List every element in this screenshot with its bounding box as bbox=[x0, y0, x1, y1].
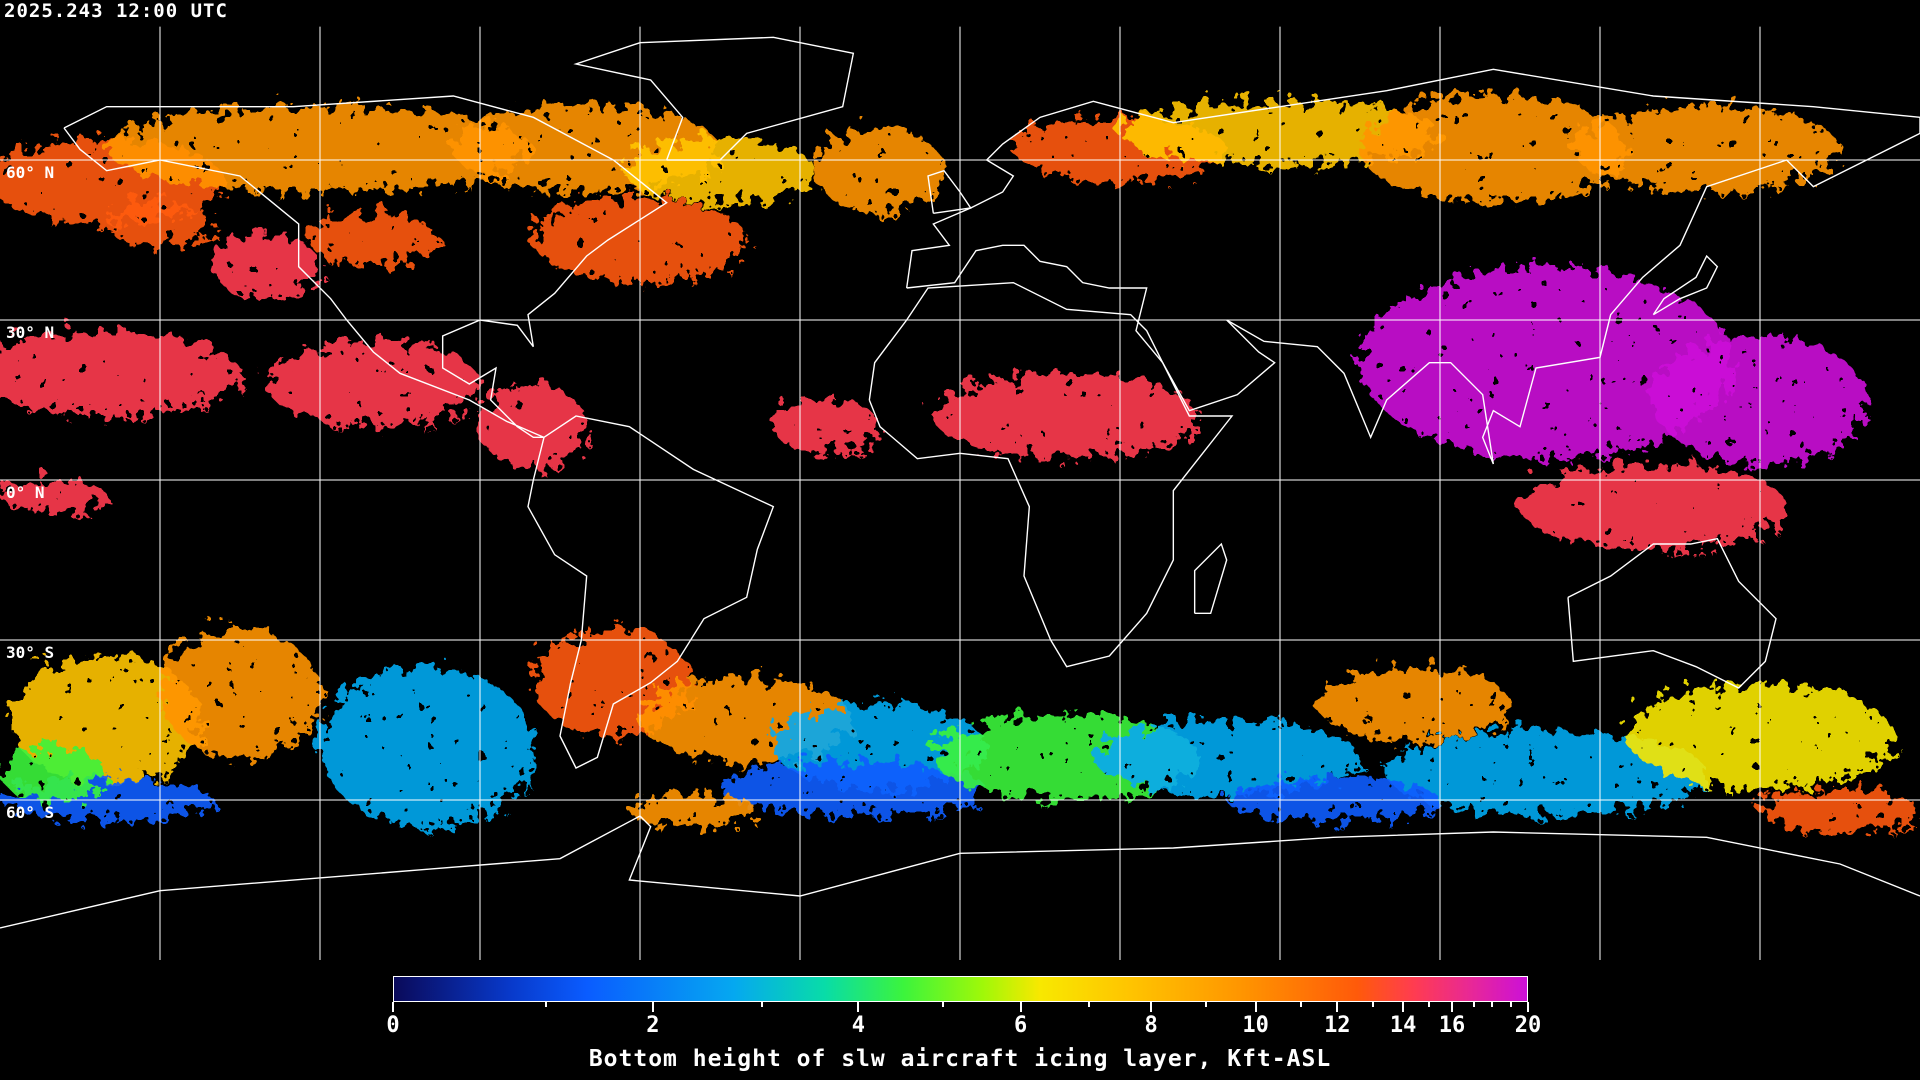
lat-label-30s: 30° S bbox=[6, 643, 55, 662]
icing-region bbox=[213, 234, 320, 299]
major-tick bbox=[392, 1002, 394, 1012]
major-tick bbox=[651, 1002, 654, 1012]
icing-region bbox=[0, 330, 240, 416]
icing-region bbox=[624, 138, 816, 203]
icing-region bbox=[1317, 666, 1510, 742]
icing-region bbox=[1520, 464, 1787, 550]
coastline-greenland bbox=[573, 36, 855, 161]
colorbar-tick-label: 10 bbox=[1242, 1013, 1269, 1038]
colorbar-tick-label: 16 bbox=[1438, 1013, 1466, 1038]
minor-tick bbox=[1371, 1002, 1374, 1007]
icing-region bbox=[1360, 266, 1734, 459]
lat-label-60n: 60° N bbox=[6, 163, 55, 182]
icing-map bbox=[0, 26, 1920, 960]
icing-region bbox=[309, 213, 438, 267]
icing-region bbox=[1760, 789, 1920, 833]
lat-label-60s: 60° S bbox=[6, 803, 55, 822]
coastlines bbox=[0, 36, 1920, 929]
minor-tick bbox=[1300, 1002, 1302, 1007]
colorbar-title: Bottom height of slw aircraft icing laye… bbox=[588, 1046, 1332, 1072]
major-tick bbox=[1336, 1002, 1339, 1012]
major-tick bbox=[1019, 1002, 1022, 1012]
colorbar-tick-label: 14 bbox=[1389, 1013, 1417, 1038]
icing-region bbox=[320, 666, 534, 827]
icing-region bbox=[0, 480, 107, 512]
colorbar-tick-label: 8 bbox=[1144, 1013, 1158, 1038]
colorbar-tick-label: 0 bbox=[386, 1013, 400, 1038]
icing-region bbox=[1360, 96, 1627, 203]
colorbar-ticks bbox=[392, 1002, 1529, 1022]
coastline-north-america bbox=[63, 95, 668, 439]
icing-region bbox=[479, 384, 587, 470]
icing-region bbox=[933, 373, 1200, 459]
coastline-japan bbox=[1652, 254, 1719, 316]
icing-region bbox=[720, 762, 987, 816]
icing-region bbox=[266, 341, 480, 427]
major-tick bbox=[1402, 1002, 1405, 1012]
colorbar-tick-label: 12 bbox=[1324, 1013, 1351, 1038]
major-tick bbox=[1254, 1002, 1257, 1012]
minor-tick bbox=[545, 1002, 548, 1007]
lat-label-0n: 0° N bbox=[6, 483, 45, 502]
coastline-antarctica bbox=[0, 815, 1920, 929]
icing-region bbox=[773, 400, 881, 454]
minor-tick bbox=[1204, 1002, 1207, 1007]
colorbar-tick-label: 20 bbox=[1514, 1013, 1542, 1038]
major-tick bbox=[1450, 1002, 1453, 1012]
minor-tick bbox=[1490, 1002, 1493, 1007]
coastline-britain bbox=[927, 169, 972, 215]
icing-region bbox=[1573, 106, 1840, 192]
coastline-australia bbox=[1567, 537, 1777, 689]
minor-tick bbox=[942, 1002, 945, 1007]
major-tick bbox=[857, 1002, 860, 1012]
icing-region bbox=[160, 629, 320, 758]
colorbar-tick-label: 4 bbox=[851, 1013, 865, 1038]
icing-region bbox=[1386, 730, 1707, 816]
icing-region bbox=[1093, 720, 1360, 795]
colorbar-tick-label: 2 bbox=[646, 1013, 660, 1038]
coastline-madagascar bbox=[1193, 542, 1228, 615]
coastline-eurasia bbox=[905, 68, 1920, 465]
minor-tick bbox=[1087, 1002, 1090, 1007]
major-tick bbox=[1527, 1002, 1529, 1012]
minor-tick bbox=[1472, 1002, 1475, 1007]
colorbar bbox=[393, 976, 1528, 1002]
timestamp: 2025.243 12:00 UTC bbox=[4, 0, 228, 22]
icing-region bbox=[816, 128, 944, 214]
minor-tick bbox=[760, 1002, 763, 1007]
colorbar-tick-label: 6 bbox=[1014, 1013, 1028, 1038]
icing-region bbox=[0, 746, 107, 800]
lat-label-30n: 30° N bbox=[6, 323, 55, 342]
coastline-south-america bbox=[527, 415, 775, 769]
minor-tick bbox=[1428, 1002, 1431, 1007]
coastline-africa bbox=[868, 281, 1234, 668]
minor-tick bbox=[1509, 1002, 1512, 1007]
icing-region bbox=[629, 794, 758, 827]
major-tick bbox=[1150, 1002, 1153, 1012]
